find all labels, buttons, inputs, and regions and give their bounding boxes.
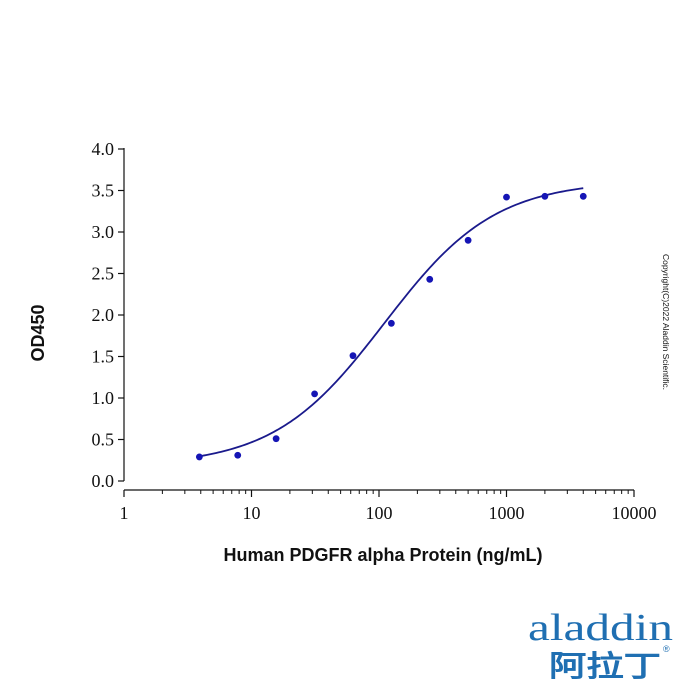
y-tick-label: 4.0 [92, 139, 115, 159]
data-point [503, 193, 510, 201]
y-tick-label: 0.5 [92, 430, 115, 450]
y-tick-label: 0.0 [92, 471, 115, 491]
data-point [272, 435, 280, 443]
y-tick-label: 1.5 [92, 347, 115, 367]
data-point [387, 319, 395, 327]
data-point [579, 192, 587, 200]
y-tick-label: 1.0 [92, 388, 115, 408]
copyright-text: Copyright(C)2022 Aladdin Scientific. [661, 254, 671, 390]
points-layer [195, 192, 587, 461]
y-tick-label: 3.5 [92, 181, 115, 201]
data-point [349, 352, 357, 360]
x-tick-label: 100 [366, 503, 393, 523]
data-point [311, 390, 318, 398]
data-point [426, 275, 434, 283]
y-tick-label: 3.0 [92, 222, 115, 242]
logo-wordmark: aladdin [528, 607, 673, 649]
data-point [464, 236, 472, 244]
x-tick-label: 10 [243, 503, 261, 523]
y-tick-label: 2.0 [92, 305, 115, 325]
fit-curve [199, 187, 584, 458]
axes: 0.0 0.5 1.0 1.5 2.0 2.5 3.0 3.5 4.0 1 10 100 1000 100… [92, 139, 657, 523]
data-point [234, 451, 242, 459]
x-tick-label: 1000 [489, 503, 525, 523]
x-tick-label: 1 [120, 503, 129, 523]
logo-registered-mark: ® [663, 644, 670, 654]
data-point [541, 192, 549, 200]
logo-chinese-name: 阿拉丁 [549, 649, 661, 683]
y-axis-title: OD450 [28, 304, 48, 361]
data-point [195, 453, 203, 461]
y-tick-label: 2.5 [92, 264, 115, 284]
x-tick-label: 10000 [612, 503, 657, 523]
x-axis-title: Human PDGFR alpha Protein (ng/mL) [223, 545, 542, 565]
aladdin-logo: aladdin ® 阿拉丁 [528, 607, 673, 683]
fit-layer [199, 187, 584, 458]
